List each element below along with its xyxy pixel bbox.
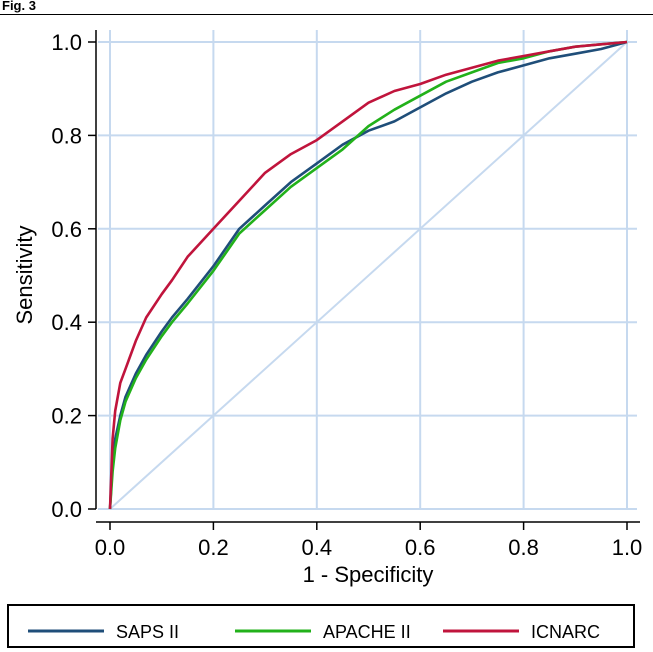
x-tick-label-0: 0.0	[95, 535, 126, 560]
x-tick-label-2: 0.4	[302, 535, 333, 560]
y-tick-label-1: 0.2	[51, 404, 82, 429]
y-tick-label-2: 0.4	[51, 310, 82, 335]
axes	[95, 30, 640, 523]
y-tick-label-5: 1.0	[51, 30, 82, 55]
ticks: 0.0 0.2 0.4 0.6 0.8 1.0 0.0 0.2 0.4 0.6 0.8 1.0	[51, 30, 642, 560]
series-line-apache-ii	[108, 40, 628, 510]
legend-box	[7, 604, 635, 648]
figure-label: Fig. 3	[2, 0, 36, 13]
y-tick-label-3: 0.6	[51, 217, 82, 242]
header-rule	[0, 14, 653, 15]
y-tick-label-4: 0.8	[51, 123, 82, 148]
y-axis-title: Sensitivity	[12, 225, 37, 324]
series-line-icnarc	[108, 40, 628, 510]
series-line-saps-ii	[108, 40, 628, 510]
x-tick-label-5: 1.0	[612, 535, 643, 560]
x-tick-label-4: 0.8	[508, 535, 539, 560]
legend: SAPS II APACHE II ICNARC	[7, 604, 635, 648]
y-tick-label-0: 0.0	[51, 497, 82, 522]
legend-label-icnarc: ICNARC	[531, 622, 600, 642]
legend-label-saps-ii: SAPS II	[116, 622, 179, 642]
series-layer	[108, 40, 628, 510]
grid	[98, 30, 637, 510]
legend-label-apache-ii: APACHE II	[323, 622, 411, 642]
legend-items: SAPS II APACHE II ICNARC	[28, 622, 600, 642]
x-tick-label-1: 0.2	[198, 535, 229, 560]
reference-line	[109, 41, 628, 510]
x-tick-label-3: 0.6	[405, 535, 436, 560]
figure-header: Fig. 3	[0, 0, 653, 16]
reference-line-layer	[109, 41, 628, 510]
x-axis-title: 1 - Specificity	[303, 562, 434, 587]
